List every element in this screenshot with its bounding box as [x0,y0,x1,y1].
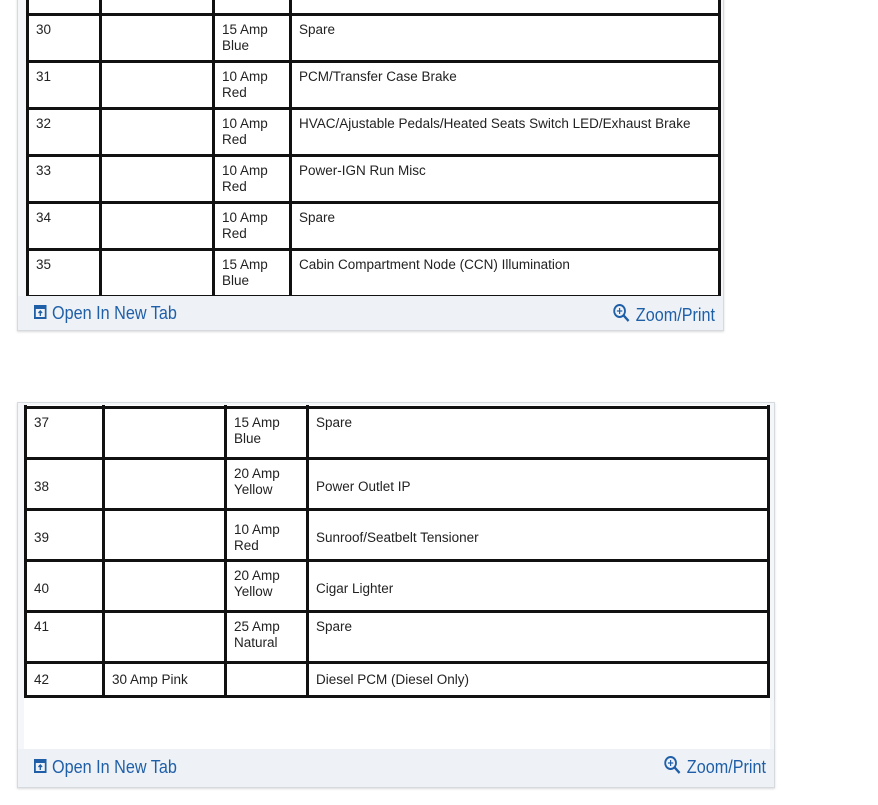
table-row: 33 10 Amp Red Power-IGN Run Misc [26,154,721,204]
table-row: 30 15 Amp Blue Spare [26,13,721,63]
table-row: 37 15 Amp Blue Spare [24,406,770,460]
table-row: 38 20 Amp Yellow Power Outlet IP [24,457,770,511]
open-new-tab-icon [34,757,47,778]
cell-amp: 25 Amp Natural [224,610,309,664]
cell-amp: 15 Amp Blue [212,13,292,63]
cell-circuit: HVAC/Ajustable Pedals/Heated Seats Switc… [289,107,721,157]
cell-circuit: Diesel PCM (Diesel Only) [306,661,770,698]
cell-num: 37 [24,406,105,460]
cell-col2 [102,457,227,511]
cell-col2 [99,154,215,204]
zoom-in-icon [612,303,630,328]
cell-num: 35 [26,248,102,297]
cell-num: 41 [24,610,105,664]
cell-amp: Red [212,0,292,16]
cell-circuit: Spare [306,610,770,664]
cell-circuit: Cabin Compartment Node (CCN) Illuminatio… [289,248,721,297]
cell-circuit: Spare [306,406,770,460]
fuse-table: 3625 Amp NaturalAudio_Amplifier3715 Amp … [24,405,770,698]
cell-num: 34 [26,201,102,251]
cell-circuit: Cigar Lighter [306,559,770,613]
cell-col2 [102,559,227,613]
open-new-tab-icon [34,303,47,324]
cell-col2 [102,406,227,460]
cell-amp: 10 Amp Red [224,508,309,562]
cell-circuit: PCM/Transfer Case Brake [289,60,721,110]
cell-circuit: Sunroof/Seatbelt Tensioner [306,508,770,562]
cell-amp [224,661,309,698]
cell-col2: 30 Amp Pink [102,661,227,698]
zoom-print-label: Zoom/Print [686,757,766,777]
cell-num: 33 [26,154,102,204]
cell-circuit: Spare [289,13,721,63]
cell-col2 [99,60,215,110]
open-in-new-tab-label: Open In New Tab [52,303,177,323]
cell-amp: 10 Amp Red [212,201,292,251]
fuse-table-panel-2: 3625 Amp NaturalAudio_Amplifier3715 Amp … [17,402,775,788]
cell-num: 40 [24,559,105,613]
cell-amp: 20 Amp Yellow [224,457,309,511]
cell-circuit: Power-IGN Run Misc [289,154,721,204]
table-row: Red [26,0,721,16]
table-row: 40 20 Amp Yellow Cigar Lighter [24,559,770,613]
table-row: 39 10 Amp Red Sunroof/Seatbelt Tensioner [24,508,770,562]
cell-col2 [99,13,215,63]
zoom-print-link[interactable]: Zoom/Print [663,755,766,780]
panel-footer: Open In New Tab Zoom/Print [18,749,774,787]
cell-num: 39 [24,508,105,562]
cell-amp: 10 Amp Red [212,60,292,110]
cell-col2 [99,248,215,297]
cell-col2 [99,107,215,157]
zoom-print-label: Zoom/Print [635,305,715,325]
cell-amp: 15 Amp Blue [224,406,309,460]
cell-num: 30 [26,13,102,63]
table-row: 41 25 Amp Natural Spare [24,610,770,664]
cell-col2 [99,0,215,16]
cell-num: 32 [26,107,102,157]
cell-num [26,0,102,16]
table-row: 34 10 Amp Red Spare [26,201,721,251]
zoom-in-icon [663,755,681,780]
cell-circuit [289,0,721,16]
cell-circuit: Spare [289,201,721,251]
cell-col2 [102,508,227,562]
cell-amp: 20 Amp Yellow [224,559,309,613]
open-in-new-tab-link[interactable]: Open In New Tab [34,757,177,778]
open-in-new-tab-link[interactable]: Open In New Tab [34,303,177,324]
cell-num: 31 [26,60,102,110]
table-row: 42 30 Amp Pink Diesel PCM (Diesel Only) [24,661,770,698]
cell-amp: 10 Amp Red [212,107,292,157]
table-row: 35 15 Amp Blue Cabin Compartment Node (CCN… [26,248,721,297]
cell-num: 38 [24,457,105,511]
zoom-print-link[interactable]: Zoom/Print [612,303,715,328]
open-in-new-tab-label: Open In New Tab [52,757,177,777]
cell-col2 [102,610,227,664]
table-row: 32 10 Amp Red HVAC/Ajustable Pedals/Heated… [26,107,721,157]
cell-amp: 10 Amp Red [212,154,292,204]
cell-col2 [99,201,215,251]
cell-num: 42 [24,661,105,698]
panel-footer: Open In New Tab Zoom/Print [18,296,723,330]
table-row: 31 10 Amp Red PCM/Transfer Case Brake [26,60,721,110]
cell-circuit: Power Outlet IP [306,457,770,511]
cell-amp: 15 Amp Blue [212,248,292,297]
table-viewport: 3625 Amp NaturalAudio_Amplifier3715 Amp … [24,405,770,749]
